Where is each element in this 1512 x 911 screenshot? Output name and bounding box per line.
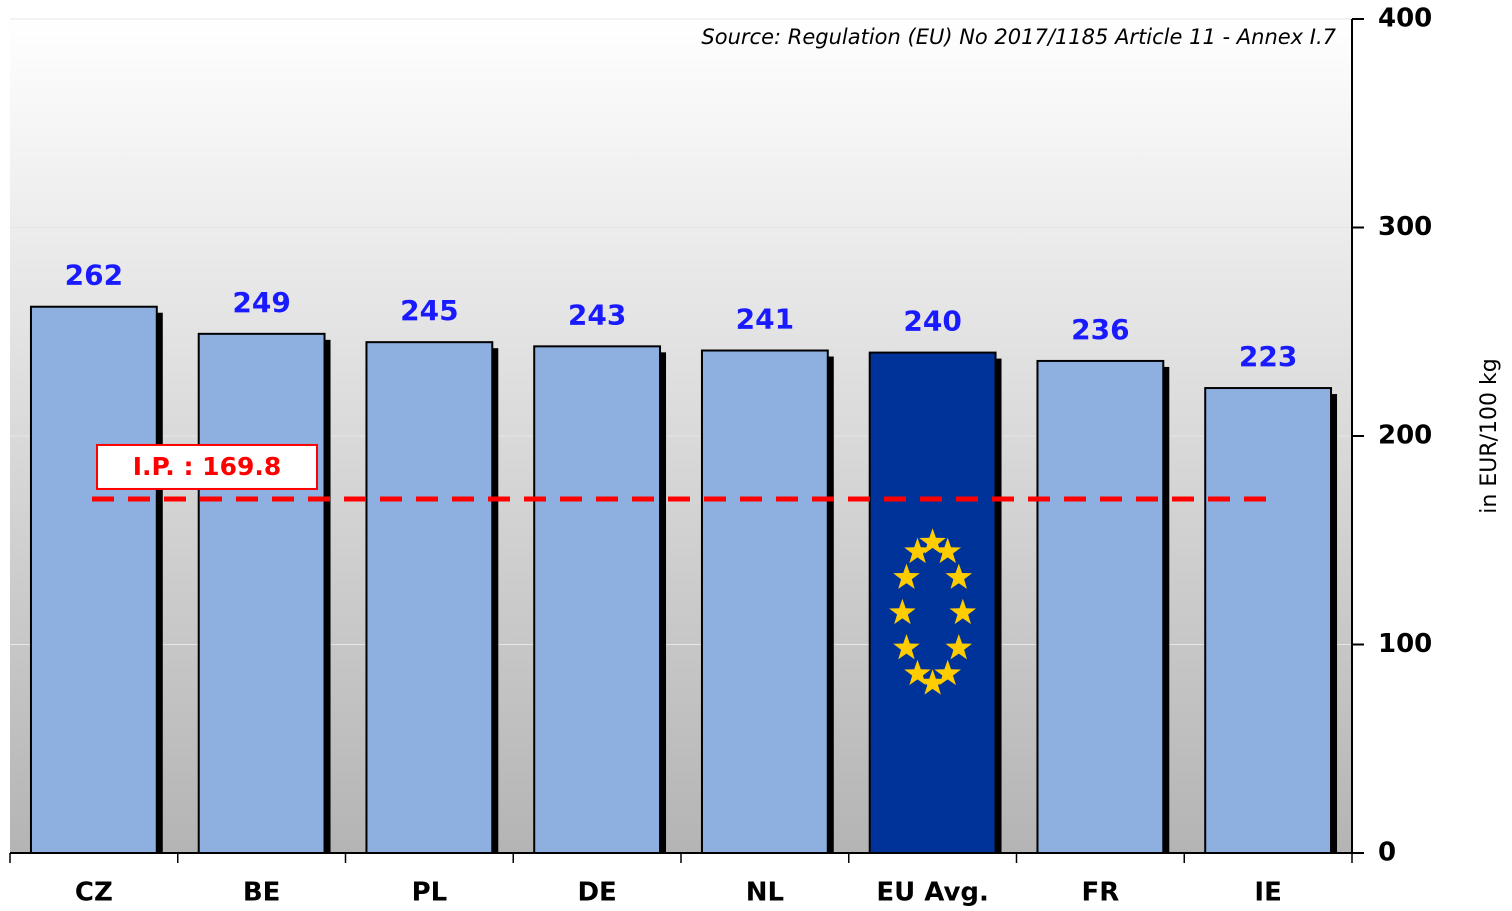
x-tick-label: FR [1081,878,1119,908]
bar [868,351,997,854]
flag-star [934,659,961,686]
flag-star [945,563,973,589]
value-label: 241 [736,303,794,336]
x-tick-label: PL [412,878,448,908]
bar [197,332,326,854]
bar [533,345,662,854]
x-tick-label: DE [577,878,616,908]
x-tick-label: NL [746,878,784,908]
value-label: 243 [568,298,626,331]
flag-star [904,537,931,564]
reference-label: I.P. : 169.8 [133,452,282,481]
flag-star [893,634,920,660]
flag-star [889,598,916,625]
source-note: Source: Regulation (EU) No 2017/1185 Art… [701,25,1336,49]
value-label: 245 [400,294,458,327]
value-label: 249 [232,286,290,319]
y-tick-label: 300 [1378,212,1432,242]
flag-star [945,634,973,660]
y-tick-label: 100 [1378,629,1432,659]
bar [29,305,158,855]
flag-star [919,669,946,695]
x-tick-label: IE [1254,878,1281,908]
bar [1036,359,1165,854]
flag-star [934,537,961,564]
y-tick-label: 0 [1378,838,1396,868]
value-label: 240 [903,305,961,338]
value-label: 223 [1239,340,1297,373]
flag-star [893,563,920,589]
y-tick-label: 400 [1378,4,1432,34]
x-tick-label: BE [243,878,281,908]
value-label: 236 [1071,313,1129,346]
y-tick-label: 200 [1378,421,1432,451]
y-axis-label: in EUR/100 kg [1477,358,1502,513]
flag-star [949,598,977,625]
bar [365,341,494,854]
x-tick-label: EU Avg. [876,878,989,908]
reference-label-box [96,443,318,490]
bar [700,349,829,854]
flag-star [904,659,931,686]
value-label: 262 [65,259,123,292]
flag-star [919,528,946,554]
x-tick-label: CZ [75,878,113,908]
bar [1204,387,1333,854]
